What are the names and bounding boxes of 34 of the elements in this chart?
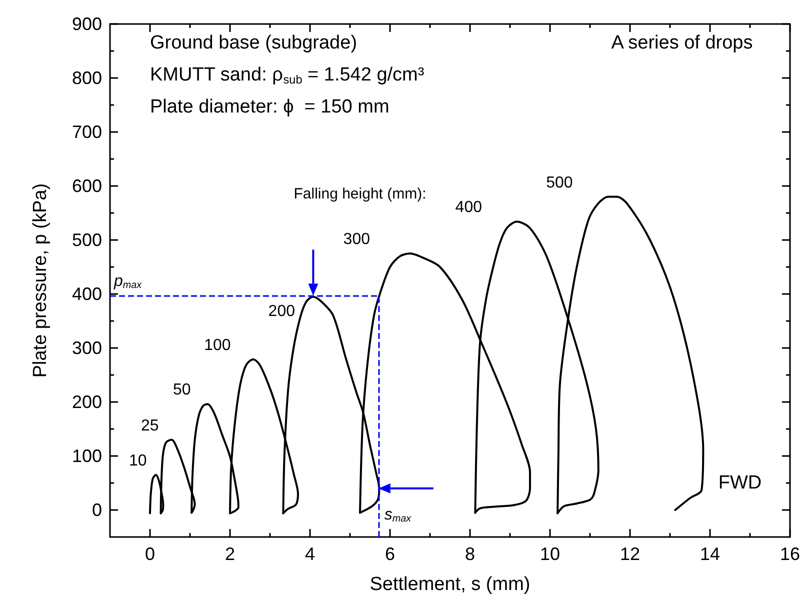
y-axis-title: Plate pressure, p (kPa) (30, 183, 51, 378)
y-tick-label: 100 (72, 446, 102, 466)
y-tick-label: 200 (72, 392, 102, 412)
x-tick-label: 14 (700, 544, 720, 564)
x-tick-label: 10 (540, 544, 560, 564)
x-axis-title: Settlement, s (mm) (370, 574, 530, 595)
x-tick-label: 2 (224, 544, 236, 564)
x-tick-label: 4 (304, 544, 316, 564)
x-tick-label: 6 (384, 544, 396, 564)
series-label: 100 (204, 336, 231, 354)
y-tick-label: 300 (72, 338, 102, 358)
annotation: Plate diameter: ϕ = 150 mm (150, 96, 390, 118)
y-tick-label: 600 (72, 176, 102, 196)
series-label: 50 (173, 382, 191, 399)
series-label: 10 (129, 452, 147, 470)
y-tick-label: 400 (72, 284, 102, 304)
series-label: 400 (455, 199, 482, 216)
series-label: 300 (343, 231, 370, 248)
annotation: FWD (718, 472, 762, 494)
x-tick-label: 8 (464, 544, 475, 564)
series-label: 200 (268, 303, 296, 320)
annotation: A series of drops (611, 32, 753, 54)
y-tick-label: 500 (72, 230, 102, 250)
annotation: Falling height (mm): (294, 186, 426, 202)
series-label: 500 (546, 174, 573, 192)
y-tick-label: 0 (92, 500, 102, 520)
y-tick-label: 700 (72, 122, 102, 142)
x-tick-label: 12 (620, 544, 640, 564)
annotation: Ground base (subgrade) (150, 32, 358, 54)
x-tick-label: 0 (144, 544, 156, 564)
y-tick-label: 900 (72, 14, 102, 34)
x-tick-label: 16 (780, 544, 800, 564)
series-label: 25 (141, 417, 159, 434)
y-tick-label: 800 (72, 68, 102, 88)
